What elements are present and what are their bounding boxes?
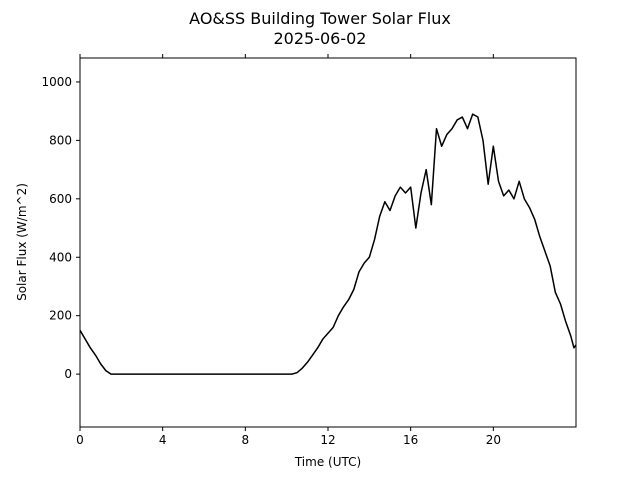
y-tick-label: 200 (49, 309, 72, 323)
x-tick-label: 4 (159, 433, 167, 447)
y-tick-label: 1000 (41, 75, 72, 89)
y-tick-label: 600 (49, 192, 72, 206)
y-axis-label: Solar Flux (W/m^2) (15, 183, 29, 301)
x-axis-label: Time (UTC) (294, 455, 361, 469)
chart-title: AO&SS Building Tower Solar Flux (189, 9, 451, 28)
y-tick-label: 400 (49, 250, 72, 264)
x-tick-label: 8 (242, 433, 250, 447)
x-tick-label: 16 (403, 433, 418, 447)
x-tick-label: 20 (486, 433, 501, 447)
x-tick-label: 12 (320, 433, 335, 447)
data-line (79, 113, 577, 375)
y-tick-label: 0 (64, 367, 72, 381)
y-tick-label: 800 (49, 133, 72, 147)
chart-subtitle: 2025-06-02 (274, 29, 367, 48)
plot-frame (79, 57, 577, 428)
x-tick-label: 0 (76, 433, 84, 447)
